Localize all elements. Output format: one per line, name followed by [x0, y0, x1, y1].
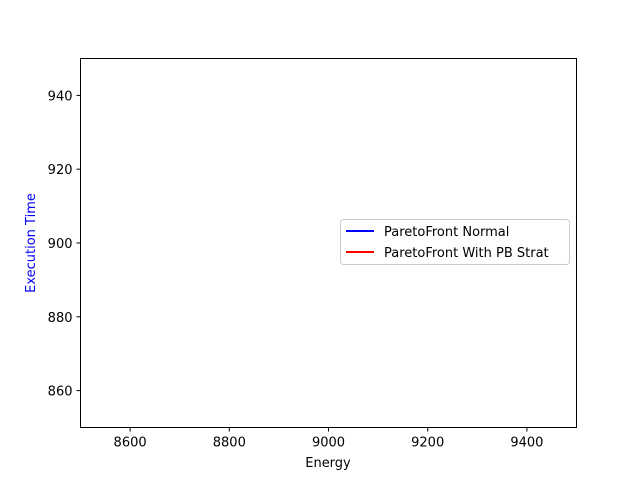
y-tick-label: 880 — [48, 311, 73, 326]
y-tick-label: 860 — [48, 385, 73, 400]
legend: ParetoFront Normal ParetoFront With PB S… — [340, 219, 570, 265]
y-axis-label: Execution Time — [24, 193, 39, 293]
x-axis-label: Energy — [305, 456, 351, 471]
legend-box — [340, 219, 570, 265]
x-tick-label: 8600 — [114, 436, 147, 451]
x-tick-label: 8800 — [213, 436, 246, 451]
y-tick-label: 940 — [48, 89, 73, 104]
legend-label-pb-strat: ParetoFront With PB Strat — [384, 246, 549, 261]
y-tick-label: 900 — [48, 237, 73, 252]
x-tick-label: 9000 — [312, 436, 345, 451]
x-tick-label: 9200 — [411, 436, 444, 451]
y-axis-ticks: 860 880 900 920 940 — [48, 89, 81, 400]
y-tick-label: 920 — [48, 163, 73, 178]
x-tick-label: 9400 — [510, 436, 543, 451]
legend-label-normal: ParetoFront Normal — [384, 225, 509, 240]
x-axis-ticks: 8600 8800 9000 9200 9400 — [114, 427, 543, 451]
